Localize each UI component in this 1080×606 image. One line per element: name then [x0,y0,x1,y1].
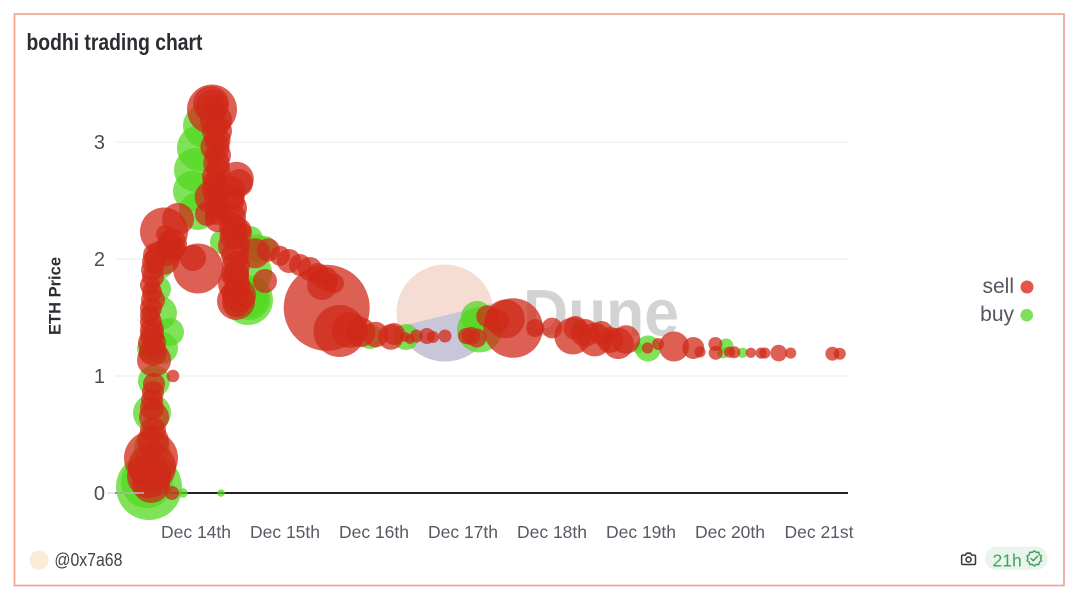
svg-text:Dec 17th: Dec 17th [428,522,498,542]
svg-text:Dec 19th: Dec 19th [606,522,676,542]
svg-text:Dec 14th: Dec 14th [161,522,231,542]
svg-text:1: 1 [94,366,105,388]
svg-text:3: 3 [94,132,105,154]
svg-text:ETH Price: ETH Price [46,257,65,335]
svg-text:bodhi trading chart: bodhi trading chart [27,29,203,55]
svg-text:@0x7a68: @0x7a68 [54,550,122,570]
svg-text:Dec 15th: Dec 15th [250,522,320,542]
svg-text:buy: buy [980,303,1014,326]
svg-text:2: 2 [94,249,105,271]
svg-text:sell: sell [982,275,1014,298]
svg-text:Dec 21st: Dec 21st [784,522,853,542]
svg-text:Dec 20th: Dec 20th [695,522,765,542]
svg-text:Dec 16th: Dec 16th [339,522,409,542]
svg-text:0: 0 [94,483,105,505]
svg-text:Dec 18th: Dec 18th [517,522,587,542]
svg-text:21h: 21h [993,551,1022,571]
